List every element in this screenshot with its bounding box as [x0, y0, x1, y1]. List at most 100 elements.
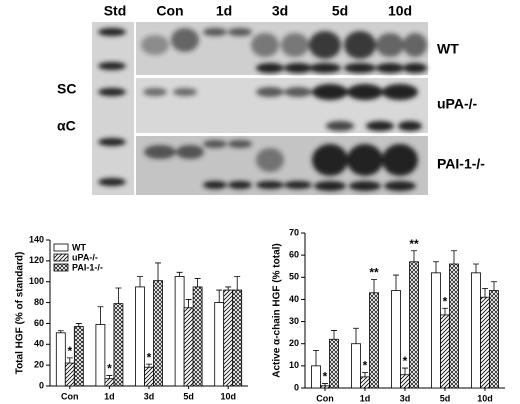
error-bar: [402, 367, 408, 375]
bar: [113, 303, 124, 387]
lane-label: 1d: [216, 3, 232, 19]
lane-label: 3d: [272, 3, 288, 19]
lane-label: 5d: [332, 3, 348, 19]
blot-image: [92, 22, 428, 195]
error-bar: [411, 250, 417, 262]
y-tick-label: 120: [29, 255, 44, 265]
bar: [64, 362, 75, 387]
error-bar: [331, 330, 337, 340]
lane-label: 10d: [388, 3, 412, 19]
error-bar: [371, 279, 377, 293]
error-bar: [155, 262, 161, 281]
bar: [360, 376, 370, 389]
x-tick-label: 5d: [440, 393, 451, 403]
y-tick-label: 100: [29, 276, 44, 286]
significance-label: *: [107, 362, 112, 376]
significance-label: *: [323, 370, 328, 384]
band-label: SC: [57, 81, 76, 97]
error-bar: [322, 383, 328, 386]
x-tick-label: 1d: [360, 393, 371, 403]
error-bar: [75, 323, 82, 327]
bar: [73, 326, 84, 387]
y-tick-label: 30: [289, 316, 299, 326]
x-tick-label: Con: [61, 391, 79, 401]
y-tick-label: 60: [289, 250, 299, 260]
bar: [311, 365, 321, 389]
bar: [440, 314, 450, 389]
error-bar: [216, 289, 223, 303]
bar: [223, 289, 234, 387]
bar: [214, 302, 225, 387]
bar: [320, 385, 330, 389]
error-bar: [97, 306, 104, 325]
legend-swatch: [53, 243, 69, 252]
lane-label: Con: [156, 3, 183, 19]
bar: [400, 374, 410, 389]
legend-label: PAI-1-/-: [72, 262, 103, 272]
y-tick-label: 60: [34, 318, 44, 328]
bar: [431, 272, 441, 389]
error-bar: [393, 274, 399, 291]
error-bar: [106, 375, 113, 379]
x-tick-label: 3d: [400, 393, 411, 403]
genotype-label: PAI-1-/-: [437, 156, 485, 172]
bar: [449, 263, 459, 389]
x-tick-label: Con: [316, 393, 334, 403]
y-tick-label: 80: [34, 297, 44, 307]
bar: [391, 290, 401, 389]
error-bar: [482, 287, 488, 298]
bar: [489, 290, 499, 389]
y-tick-label: 20: [289, 338, 299, 348]
error-bar: [362, 372, 368, 377]
lane-label: Std: [104, 3, 127, 19]
legend-swatch: [53, 263, 69, 272]
error-bar: [176, 271, 183, 277]
y-tick-label: 70: [289, 227, 299, 237]
y-tick-label: 40: [34, 339, 44, 349]
bar: [409, 261, 419, 389]
y-tick-label: 40: [289, 294, 299, 304]
x-tick-label: 1d: [104, 391, 115, 401]
y-tick-label: 10: [289, 360, 299, 370]
genotype-label: uPA-/-: [437, 96, 478, 112]
error-bar: [234, 276, 241, 291]
x-tick-label: 10d: [477, 393, 493, 403]
error-bar: [225, 286, 232, 291]
bar: [351, 343, 361, 389]
y-axis-label: Active α-chain HGF (% total): [272, 243, 283, 378]
bar: [369, 292, 379, 389]
bar: [55, 332, 66, 387]
significance-label: *: [67, 344, 72, 358]
x-tick-label: 5d: [183, 391, 194, 401]
significance-label: *: [147, 350, 152, 364]
error-bar: [66, 357, 73, 364]
error-bar: [115, 287, 122, 304]
bar: [144, 366, 154, 387]
error-bar: [313, 349, 319, 366]
error-bar: [194, 278, 201, 287]
genotype-label: WT: [437, 41, 459, 57]
x-tick-label: 10d: [220, 391, 236, 401]
error-bar: [433, 261, 439, 273]
y-tick-label: 0: [294, 382, 299, 392]
bar: [174, 276, 185, 387]
error-bar: [473, 263, 479, 273]
x-tick-label: 3d: [144, 391, 155, 401]
significance-label: *: [363, 359, 368, 373]
bar: [329, 338, 339, 389]
bar: [183, 307, 194, 387]
bar: [192, 286, 203, 387]
bar: [135, 286, 145, 387]
error-bar: [353, 327, 359, 344]
error-bar: [137, 276, 143, 287]
significance-label: *: [403, 354, 408, 368]
y-axis-label: Total HGF (% of standard): [15, 252, 26, 375]
significance-label: **: [409, 237, 419, 251]
bar: [232, 289, 243, 387]
band-label: αC: [57, 118, 76, 134]
bar: [95, 324, 106, 387]
y-tick-label: 140: [29, 234, 44, 244]
error-bar: [57, 330, 64, 333]
error-bar: [451, 250, 457, 264]
